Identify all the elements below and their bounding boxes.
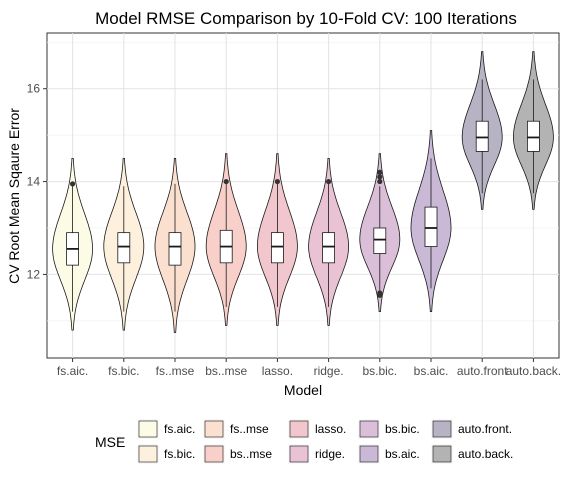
legend-label: fs..mse [230,422,269,436]
violin-group [257,153,298,326]
legend-key-swatch [138,445,158,463]
legend-key-swatch [432,445,452,463]
box [475,120,489,152]
legend-item: ridge. [287,443,345,465]
y-tick-label: 14 [27,175,41,189]
x-tick-label: bs..mse [205,364,247,378]
x-tick-label: auto.front [457,364,508,378]
legend-item: lasso. [287,418,346,440]
y-axis: 12 14 16 [27,82,47,281]
violin-group [103,158,145,331]
legend-key-swatch [289,445,309,463]
legend-label: fs.bic. [164,447,195,461]
x-tick-label: lasso. [262,364,293,378]
violin-group [52,158,93,331]
x-axis: fs.aic. fs.bic. fs..mse bs..mse lasso. ridge.… [57,358,561,378]
legend-item: bs.bic. [357,418,420,440]
legend-label: fs.aic. [164,422,195,436]
box [373,227,387,254]
x-tick-label: fs.aic. [57,364,88,378]
outlier-point [377,169,383,175]
legend-label: bs.bic. [385,422,420,436]
box [117,232,131,264]
box [527,120,540,152]
outlier-point [377,178,383,185]
violin-group [359,153,401,312]
legend-item: auto.front. [430,418,512,440]
x-tick-label: ridge. [314,364,344,378]
legend: MSE fs.aic. fs.bic. fs..mse bs..mse lasso. ri… [95,418,513,465]
legend-item: bs..mse [202,443,272,465]
violin-group [513,51,554,210]
x-axis-title: Model [284,382,322,398]
legend-item: bs.aic. [357,443,420,465]
x-tick-label: fs.bic. [108,364,139,378]
outlier-point [223,178,229,185]
violin-group [205,153,247,326]
violin-group [410,130,452,312]
legend-title: MSE [95,434,125,450]
legend-item: fs.bic. [136,443,195,465]
legend-item: fs.aic. [136,418,195,440]
legend-item: fs..mse [202,418,269,440]
outlier-point [377,290,383,296]
legend-key-swatch [289,420,309,438]
violin-group [308,158,349,326]
legend-label: lasso. [315,422,346,436]
plot-panel [46,32,560,359]
outlier-point [70,181,76,187]
y-axis-title: CV Root Mean Sqaure Error [6,108,22,284]
box [270,232,284,264]
legend-item: auto.back. [430,443,513,465]
legend-key-swatch [204,420,224,438]
legend-key-swatch [359,420,379,438]
legend-key-swatch [138,420,158,438]
outlier-point [326,178,332,185]
legend-label: bs.aic. [385,447,420,461]
box [322,232,336,264]
violin-group [461,51,503,210]
legend-label: auto.front. [458,422,512,436]
legend-label: auto.back. [458,447,513,461]
x-tick-label: bs.bic. [362,364,397,378]
legend-key-swatch [359,445,379,463]
legend-key-swatch [204,445,224,463]
violin-layer [52,51,554,333]
y-tick-label: 16 [27,82,41,96]
violin-group [154,158,196,333]
x-tick-label: fs..mse [156,364,195,378]
x-tick-label: auto.back. [506,364,561,378]
outlier-point [377,174,383,180]
chart-title: Model RMSE Comparison by 10-Fold CV: 100… [95,9,517,28]
box [424,206,438,247]
x-tick-label: bs.aic. [414,364,449,378]
legend-key-swatch [432,420,452,438]
box [168,232,182,266]
y-tick-label: 12 [27,267,41,281]
legend-label: bs..mse [230,447,272,461]
outlier-point [274,178,280,185]
legend-label: ridge. [315,447,345,461]
